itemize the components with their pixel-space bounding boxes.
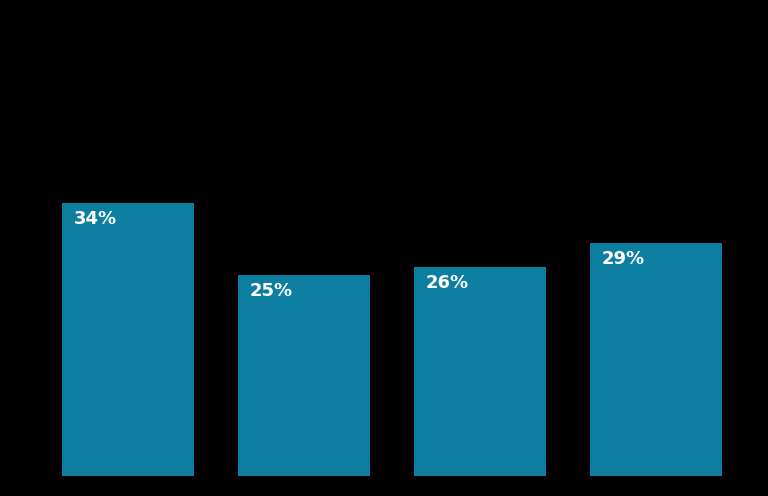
Bar: [414, 267, 546, 476]
Bar: [61, 203, 194, 476]
Bar: [237, 275, 369, 476]
Text: 25%: 25%: [250, 282, 293, 300]
Text: 34%: 34%: [74, 209, 117, 228]
Text: 26%: 26%: [426, 274, 469, 292]
Bar: [590, 243, 722, 476]
Text: 29%: 29%: [602, 249, 645, 268]
